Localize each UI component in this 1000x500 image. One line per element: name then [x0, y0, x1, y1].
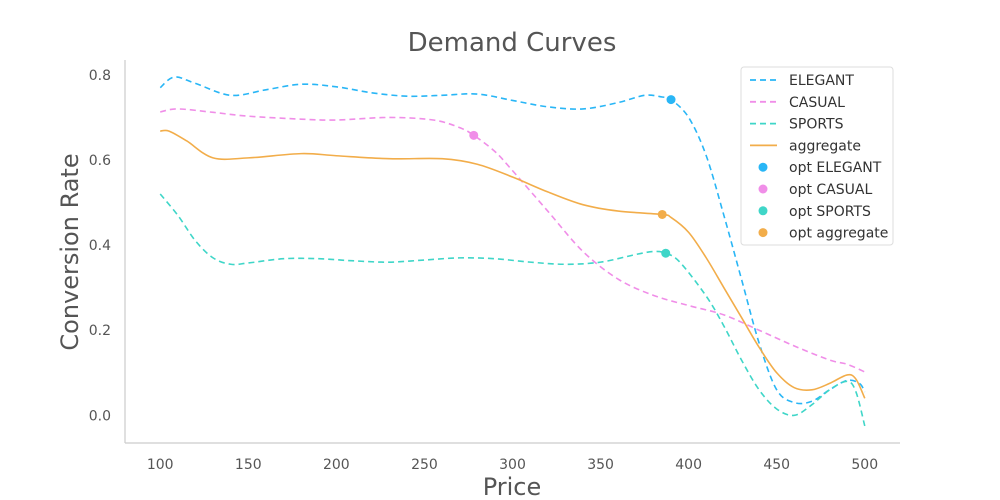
legend-swatch-opt-aggregate	[758, 228, 768, 238]
x-tick-label: 450	[763, 457, 790, 473]
legend-label-elegant: ELEGANT	[789, 73, 854, 89]
legend: ELEGANT CASUAL SPORTS aggregate opt ELEGANT o…	[740, 66, 894, 246]
series-line-aggregate	[160, 129, 866, 399]
legend-label-opt-aggregate: opt aggregate	[789, 226, 888, 242]
y-tick-label: 0.8	[89, 68, 111, 84]
x-tick-label: 350	[587, 457, 614, 473]
legend-box	[740, 66, 894, 246]
legend-swatch-opt-elegant	[758, 162, 768, 172]
chart-title: Demand Curves	[408, 28, 617, 58]
optimum-point-opt-sports	[661, 248, 671, 258]
optimum-points	[469, 95, 676, 258]
optimum-point-opt-elegant	[666, 95, 676, 105]
x-axis-label: Price	[483, 473, 542, 500]
legend-label-opt-elegant: opt ELEGANT	[789, 160, 882, 176]
legend-swatch-opt-casual	[758, 184, 768, 194]
x-tick-label: 300	[499, 457, 526, 473]
optimum-point-opt-casual	[469, 130, 479, 140]
legend-label-sports: SPORTS	[789, 117, 844, 133]
y-tick-label: 0.6	[89, 153, 111, 169]
optimum-point-opt-aggregate	[657, 209, 667, 219]
y-tick-label: 0.0	[89, 408, 111, 424]
x-tick-label: 400	[675, 457, 702, 473]
series-line-sports	[159, 193, 866, 427]
x-tick-label: 250	[411, 457, 438, 473]
y-tick-labels: 0.0 0.2 0.4 0.6 0.8	[89, 68, 111, 424]
x-tick-label: 150	[235, 457, 262, 473]
x-tick-label: 100	[147, 457, 174, 473]
legend-swatch-opt-sports	[758, 206, 768, 216]
series-line-casual	[160, 108, 866, 373]
legend-label-opt-sports: opt SPORTS	[789, 204, 871, 220]
x-tick-labels: 100 150 200 250 300 350 400 450 500	[147, 457, 878, 473]
y-axis-label: Conversion Rate	[56, 153, 84, 350]
legend-label-casual: CASUAL	[789, 95, 845, 111]
x-tick-label: 500	[851, 457, 878, 473]
series-lines	[159, 76, 866, 427]
axes	[124, 60, 900, 444]
y-tick-label: 0.2	[89, 323, 111, 339]
x-tick-label: 200	[323, 457, 350, 473]
y-tick-label: 0.4	[89, 238, 111, 254]
legend-label-opt-casual: opt CASUAL	[789, 182, 872, 198]
legend-label-aggregate: aggregate	[789, 138, 861, 154]
